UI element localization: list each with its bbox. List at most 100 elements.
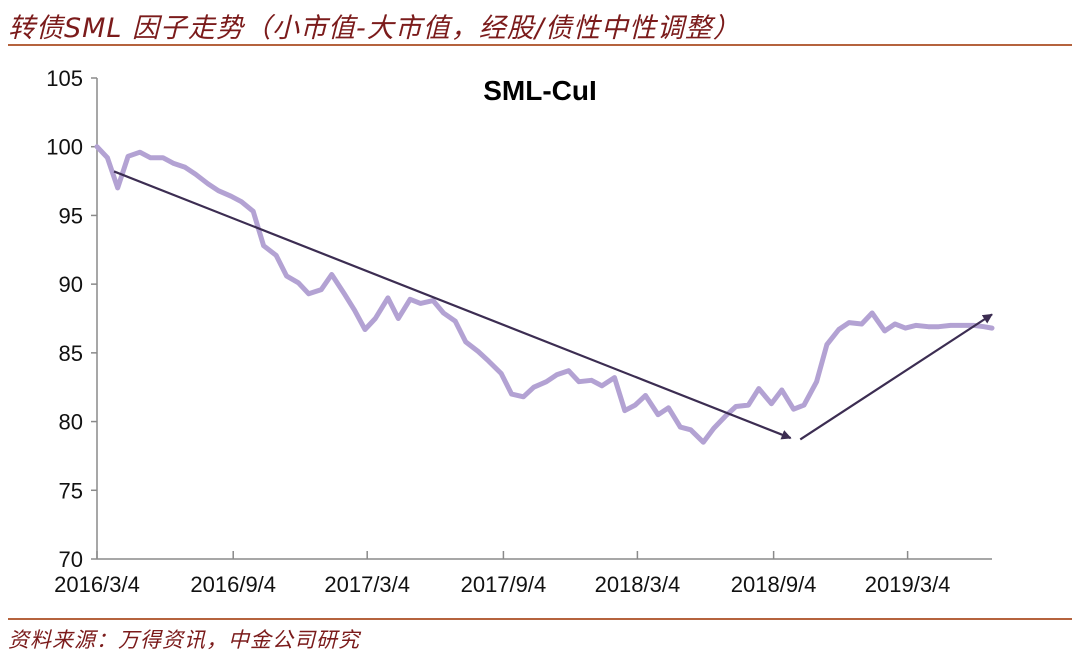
data-point: [948, 323, 953, 328]
x-tick-label: 2019/3/4: [865, 572, 951, 597]
series-line: [94, 144, 995, 445]
data-point: [846, 320, 852, 325]
data-point: [407, 297, 413, 302]
data-point: [723, 413, 728, 419]
data-point: [554, 372, 559, 377]
data-point: [105, 155, 110, 160]
data-point: [801, 402, 807, 408]
data-point: [182, 165, 188, 170]
x-axis: 2016/3/4 2016/9/4 2017/3/4 2017/9/4 2018/3/4…: [54, 551, 992, 597]
y-tick-label: 70: [59, 547, 83, 572]
data-point: [958, 323, 964, 328]
data-point: [319, 287, 324, 292]
data-point: [576, 379, 582, 384]
x-tick-label: 2016/3/4: [54, 572, 140, 597]
data-point: [306, 291, 311, 296]
data-point: [342, 291, 347, 296]
trend-arrow: [113, 170, 792, 440]
data-point: [711, 426, 716, 431]
data-point: [216, 188, 221, 193]
data-point: [869, 310, 875, 316]
data-point: [486, 358, 491, 364]
data-point: [115, 185, 120, 191]
data-point: [756, 386, 761, 391]
data-point: [251, 209, 256, 214]
data-point: [701, 440, 706, 445]
data-point: [373, 316, 378, 321]
data-point: [463, 339, 468, 345]
x-tick-label: 2017/9/4: [461, 572, 547, 597]
trend-arrow: [799, 313, 993, 441]
data-point: [273, 253, 279, 258]
source-note: 资料来源：万得资讯，中金公司研究: [8, 628, 360, 652]
data-point: [688, 427, 693, 432]
data-point: [284, 273, 289, 279]
data-point: [989, 325, 995, 331]
data-point: [769, 401, 774, 406]
data-point: [362, 327, 368, 332]
page-footer: 资料来源：万得资讯，中金公司研究: [8, 615, 1072, 660]
y-tick-label: 75: [59, 478, 83, 503]
page-header: 转债SML 因子走势（小市值-大市值，经股/债性中性调整）: [8, 2, 1072, 46]
data-point: [509, 391, 514, 397]
data-point: [352, 308, 357, 313]
data-point: [499, 371, 504, 376]
data-point: [261, 243, 266, 248]
data-point: [791, 407, 796, 412]
data-point: [814, 379, 819, 384]
x-tick-label: 2016/9/4: [190, 572, 276, 597]
chart-area: SML-CuI 70 75 80 85 90 95 100 105 2016/3/4 2016/…: [0, 50, 1080, 610]
y-tick-label: 95: [59, 203, 83, 228]
data-point: [441, 310, 446, 316]
data-point: [160, 155, 166, 160]
page-title: 转债SML 因子走势（小市值-大市值，经股/债性中性调整）: [8, 13, 741, 44]
data-point: [643, 393, 648, 398]
data-point: [476, 349, 481, 354]
data-point: [936, 324, 941, 329]
x-tick-label: 2018/3/4: [595, 572, 681, 597]
data-point: [981, 324, 987, 329]
y-tick-label: 90: [59, 272, 83, 297]
data-point: [903, 325, 908, 331]
data-point: [589, 378, 594, 383]
data-point: [882, 328, 887, 334]
y-tick-label: 105: [46, 66, 83, 91]
data-point: [396, 316, 401, 321]
y-tick-label: 85: [59, 341, 83, 366]
data-point: [239, 199, 244, 204]
chart-title: SML-CuI: [483, 75, 597, 106]
data-point: [296, 280, 301, 285]
data-point: [655, 412, 661, 417]
data-point: [599, 383, 605, 388]
x-tick-label: 2018/9/4: [731, 572, 817, 597]
data-point: [228, 194, 234, 199]
data-point: [746, 402, 751, 408]
data-point: [531, 385, 536, 390]
data-point: [193, 172, 198, 177]
series-layer: [94, 144, 995, 445]
data-point: [926, 324, 931, 329]
data-point: [678, 424, 683, 430]
data-point: [612, 375, 617, 380]
data-point: [913, 323, 918, 328]
data-point: [666, 405, 671, 410]
data-point: [779, 387, 784, 393]
data-point: [171, 161, 176, 166]
data-point: [94, 144, 100, 149]
data-point: [125, 154, 131, 159]
data-point: [148, 155, 153, 160]
data-point: [430, 298, 436, 303]
y-axis: 70 75 80 85 90 95 100 105: [46, 66, 98, 572]
data-point: [622, 408, 627, 413]
data-point: [418, 301, 423, 306]
data-point: [205, 181, 211, 186]
trend-arrow-layer: [113, 170, 993, 441]
data-point: [521, 394, 526, 399]
title-rule: [8, 44, 1072, 46]
data-point: [824, 342, 830, 347]
y-tick-label: 100: [46, 135, 83, 160]
data-point: [329, 272, 334, 277]
data-point: [633, 402, 638, 408]
data-point: [892, 321, 898, 327]
